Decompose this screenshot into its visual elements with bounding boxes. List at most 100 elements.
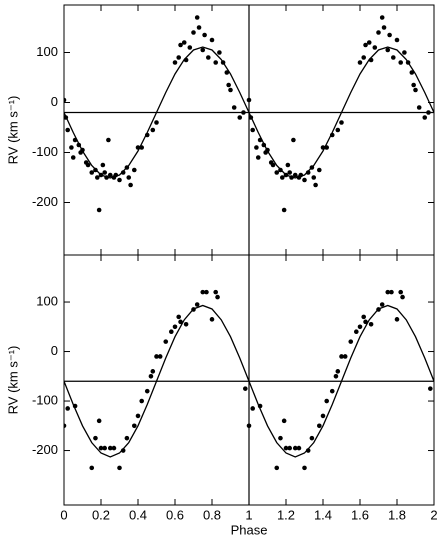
data-point (194, 302, 200, 307)
data-point (106, 137, 111, 143)
data-point (361, 314, 367, 320)
data-point (95, 175, 100, 180)
data-point (209, 37, 215, 43)
data-point (194, 15, 200, 20)
data-point (206, 55, 211, 60)
data-point (132, 167, 137, 173)
data-point (135, 413, 141, 419)
data-point (428, 386, 433, 391)
data-point (85, 162, 91, 168)
data-point (333, 373, 339, 379)
data-point (387, 32, 392, 38)
y-tick-label: 100 (36, 293, 58, 308)
data-point (409, 70, 415, 75)
x-tick-label: 2 (430, 507, 437, 522)
data-point (191, 30, 196, 35)
data-point (132, 423, 137, 429)
data-point (196, 25, 202, 30)
data-point (302, 465, 307, 471)
data-point (363, 42, 368, 48)
data-point (117, 465, 122, 471)
y-tick-label: -100 (32, 144, 58, 159)
data-point (89, 170, 95, 175)
x-tick-label: 1 (245, 507, 252, 522)
data-point (394, 317, 400, 322)
data-point (361, 55, 367, 60)
data-point (178, 42, 183, 48)
data-point (320, 413, 326, 419)
data-point (357, 60, 363, 65)
data-point (139, 398, 144, 404)
data-point (385, 47, 391, 53)
data-point (172, 60, 178, 65)
data-point (96, 207, 102, 213)
data-point (309, 435, 315, 441)
data-point (144, 388, 150, 394)
data-point (204, 289, 209, 295)
data-point (296, 445, 302, 451)
data-point (93, 435, 98, 441)
data-point (274, 170, 280, 175)
data-point (400, 294, 405, 300)
data-point (187, 45, 193, 50)
data-point (379, 15, 385, 20)
data-point (246, 97, 252, 103)
data-point (183, 322, 189, 327)
data-point (250, 406, 255, 411)
x-tick-label: 1.2 (277, 507, 295, 522)
x-tick-label: 1.8 (388, 507, 406, 522)
fit-curve (64, 46, 434, 179)
data-point (385, 289, 391, 295)
data-point (413, 87, 418, 93)
y-tick-label: 100 (36, 44, 58, 59)
data-point (324, 398, 330, 404)
data-point (313, 182, 318, 188)
data-point (305, 170, 311, 175)
data-point (96, 418, 102, 424)
data-point (200, 47, 206, 53)
data-point (102, 445, 107, 451)
data-point (111, 445, 117, 451)
data-point (64, 423, 67, 429)
data-point (126, 175, 132, 180)
data-point (154, 354, 159, 359)
data-point (172, 324, 178, 330)
data-point (213, 289, 218, 295)
data-point (98, 445, 104, 451)
data-point (416, 105, 422, 110)
data-point (117, 177, 122, 183)
data-point (181, 40, 187, 45)
y-tick-label: 0 (51, 343, 58, 358)
x-tick-label: 0 (60, 507, 67, 522)
data-point (379, 302, 385, 307)
data-point (107, 172, 113, 178)
data-point (176, 314, 181, 320)
x-tick-label: 0.8 (203, 507, 221, 522)
data-point (270, 162, 276, 168)
data-point (366, 40, 372, 45)
data-point (426, 110, 431, 115)
data-point (107, 445, 113, 451)
data-point (335, 369, 341, 374)
data-point (357, 324, 363, 330)
data-point (69, 145, 74, 150)
data-point (209, 317, 215, 322)
fit-curve (64, 304, 434, 458)
x-tick-label: 0.2 (92, 507, 110, 522)
data-point (226, 82, 231, 88)
data-point (368, 322, 374, 327)
data-point (65, 406, 70, 411)
data-point (363, 319, 368, 325)
data-point (178, 319, 183, 325)
data-point (237, 115, 243, 120)
data-point (287, 170, 293, 175)
data-point (348, 339, 354, 344)
data-point (64, 97, 67, 103)
data-point (102, 170, 107, 175)
data-point (254, 145, 259, 150)
data-point (157, 354, 163, 359)
data-point (329, 388, 335, 394)
data-point (217, 50, 222, 55)
y-tick-label: 0 (51, 94, 58, 109)
data-point (422, 115, 428, 120)
